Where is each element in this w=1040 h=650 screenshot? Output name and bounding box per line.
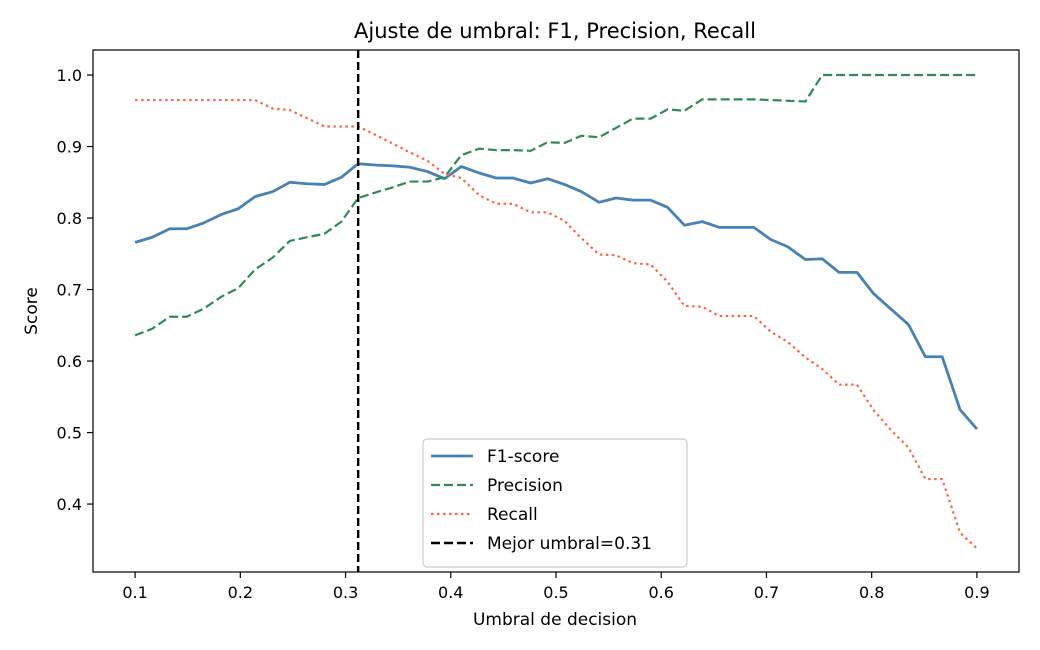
legend-label: Recall <box>487 505 538 525</box>
plot-area <box>92 49 1020 573</box>
x-tick-label: 0.1 <box>122 583 147 602</box>
x-axis-ticks: 0.1 0.2 0.3 0.4 0.5 0.6 0.7 0.8 0.9 <box>122 572 990 602</box>
x-tick-label: 0.8 <box>859 583 884 602</box>
y-tick-label: 0.4 <box>57 495 82 514</box>
y-tick-label: 1.0 <box>57 66 82 85</box>
series-line-recall <box>135 98 978 550</box>
legend-label: Mejor umbral=0.31 <box>487 534 652 554</box>
y-axis-label: Score <box>22 287 42 335</box>
legend-label: F1-score <box>487 447 559 467</box>
chart-title: Ajuste de umbral: F1, Precision, Recall <box>354 19 756 43</box>
x-axis-label: Umbral de decision <box>473 610 637 630</box>
series-line-precision <box>134 73 977 337</box>
legend-box <box>422 438 688 568</box>
x-tick-label: 0.7 <box>754 583 779 602</box>
series-line-f1-score <box>134 162 978 430</box>
y-tick-label: 0.7 <box>57 281 82 300</box>
y-tick-label: 0.6 <box>57 352 82 371</box>
x-tick-label: 0.5 <box>543 583 568 602</box>
x-tick-label: 0.6 <box>649 583 674 602</box>
x-tick-label: 0.9 <box>964 583 989 602</box>
legend: F1-score Precision Recall Mejor umbral=0.31 <box>422 438 688 568</box>
y-tick-label: 0.8 <box>57 209 82 228</box>
y-tick-label: 0.5 <box>57 424 82 443</box>
x-tick-label: 0.3 <box>333 583 358 602</box>
x-tick-label: 0.4 <box>438 583 463 602</box>
legend-label: Precision <box>487 476 563 496</box>
x-tick-label: 0.2 <box>228 583 253 602</box>
y-axis-ticks: 0.4 0.5 0.6 0.7 0.8 0.9 1.0 <box>57 66 93 514</box>
y-tick-label: 0.9 <box>57 138 82 157</box>
